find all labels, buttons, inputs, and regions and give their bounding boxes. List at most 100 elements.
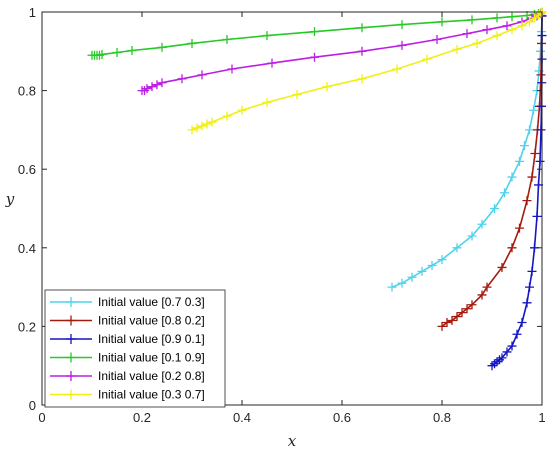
series-1-marker — [500, 188, 509, 198]
series-5-marker — [310, 52, 319, 62]
series-5-marker — [142, 84, 152, 94]
series-6-marker — [536, 8, 546, 18]
legend-swatch-marker — [66, 315, 76, 326]
series-6-marker — [357, 74, 367, 84]
series-6-marker — [197, 121, 207, 131]
series-5-marker — [177, 74, 187, 84]
series-3-marker — [507, 341, 517, 351]
series-6-marker — [492, 31, 502, 41]
series-2-marker — [447, 316, 457, 326]
series-3-marker — [512, 329, 522, 339]
series-6-marker — [202, 119, 212, 129]
series-1-marker — [477, 219, 487, 229]
series-4-marker — [97, 49, 107, 59]
series-5-marker — [157, 78, 167, 88]
series-6-marker — [422, 54, 432, 64]
series-3-marker — [535, 156, 545, 166]
x-tick-label: 0 — [38, 410, 45, 425]
legend-swatch-marker — [66, 297, 76, 307]
series-2-marker — [477, 290, 487, 300]
series-2-marker — [457, 308, 467, 318]
x-tick-label: 0.4 — [233, 410, 251, 425]
series-4-marker — [492, 13, 502, 23]
series-3-marker — [502, 347, 512, 357]
series-1-marker — [467, 231, 477, 241]
x-axis-title: x — [288, 432, 297, 450]
x-tick-label: 1 — [538, 410, 545, 425]
series-4-marker — [397, 20, 407, 30]
series-6-marker — [507, 25, 517, 35]
series-1-marker — [407, 272, 417, 282]
series-2-marker — [437, 321, 447, 331]
legend-entry-label: Initial value [0.2 0.8] — [98, 369, 205, 383]
legend-box — [44, 289, 226, 408]
series-2-marker — [507, 243, 517, 253]
series-1-marker — [529, 105, 538, 115]
series-5-marker — [482, 25, 492, 35]
legend-entry-label: Initial value [0.9 0.1] — [98, 332, 205, 346]
series-6-marker — [262, 97, 272, 107]
series-5-marker — [197, 70, 207, 80]
series-1-marker — [525, 125, 534, 135]
x-tick-label: 0.8 — [433, 410, 451, 425]
series-2-marker — [442, 317, 452, 327]
legend-entry-label: Initial value [0.3 0.7] — [98, 388, 205, 402]
y-tick-label: 0 — [29, 398, 36, 413]
series-5-marker — [227, 64, 237, 74]
series-3-marker — [497, 353, 507, 363]
legend-entry-label: Initial value [0.7 0.3] — [98, 295, 205, 309]
plot-area — [87, 7, 547, 371]
series-3-marker — [532, 211, 542, 221]
series-3-marker — [525, 282, 534, 292]
series-4-marker — [187, 38, 197, 48]
series-4-marker — [112, 47, 122, 57]
series-6-marker — [525, 17, 534, 27]
series-2-marker — [497, 262, 507, 272]
series-1-marker — [536, 46, 545, 56]
series-4-marker — [262, 31, 272, 41]
series-2-marker — [462, 304, 472, 314]
y-tick-label: 0.4 — [18, 241, 36, 256]
y-tick-label: 0.8 — [18, 84, 36, 99]
axes-box — [41, 11, 543, 406]
legend-swatch-marker — [66, 371, 76, 381]
series-2-marker — [482, 282, 492, 292]
series-4-marker — [437, 17, 447, 27]
series-3-marker — [517, 317, 527, 327]
y-axis-title: y — [5, 190, 15, 208]
series-5-marker — [152, 80, 162, 90]
legend-swatch-marker — [66, 334, 76, 344]
series-6-marker — [292, 90, 302, 100]
series-6-marker — [237, 105, 247, 115]
series-2-marker — [527, 172, 537, 182]
series-1-marker — [437, 255, 447, 265]
x-tick-label: 0.6 — [333, 410, 351, 425]
series-5-marker — [147, 82, 157, 92]
series-5-marker — [357, 46, 367, 56]
legend-swatch-marker — [66, 352, 76, 363]
series-4-marker — [522, 11, 532, 21]
series-6-marker — [392, 64, 402, 74]
series-5-marker — [502, 21, 512, 31]
series-6-marker — [207, 117, 217, 127]
series-4-marker — [157, 42, 167, 52]
series-6-marker — [322, 82, 332, 92]
series-2-marker — [536, 70, 546, 80]
series-2-marker — [515, 223, 524, 233]
series-5-marker — [462, 29, 472, 39]
series-1-marker — [452, 243, 462, 253]
legend-entry-label: Initial value [0.8 0.2] — [98, 314, 205, 328]
series-5-marker — [397, 40, 407, 50]
series-6-marker — [222, 111, 232, 121]
series-1-marker — [507, 172, 517, 182]
series-1-marker — [427, 260, 437, 270]
series-1-marker — [515, 156, 524, 166]
series-2-marker — [467, 300, 477, 310]
series-6-marker — [187, 125, 197, 135]
series-4-marker — [127, 46, 137, 56]
series-3-marker — [522, 298, 532, 308]
series-6-marker — [472, 38, 482, 48]
series-4-marker — [357, 23, 367, 33]
series-4-marker — [310, 27, 319, 37]
